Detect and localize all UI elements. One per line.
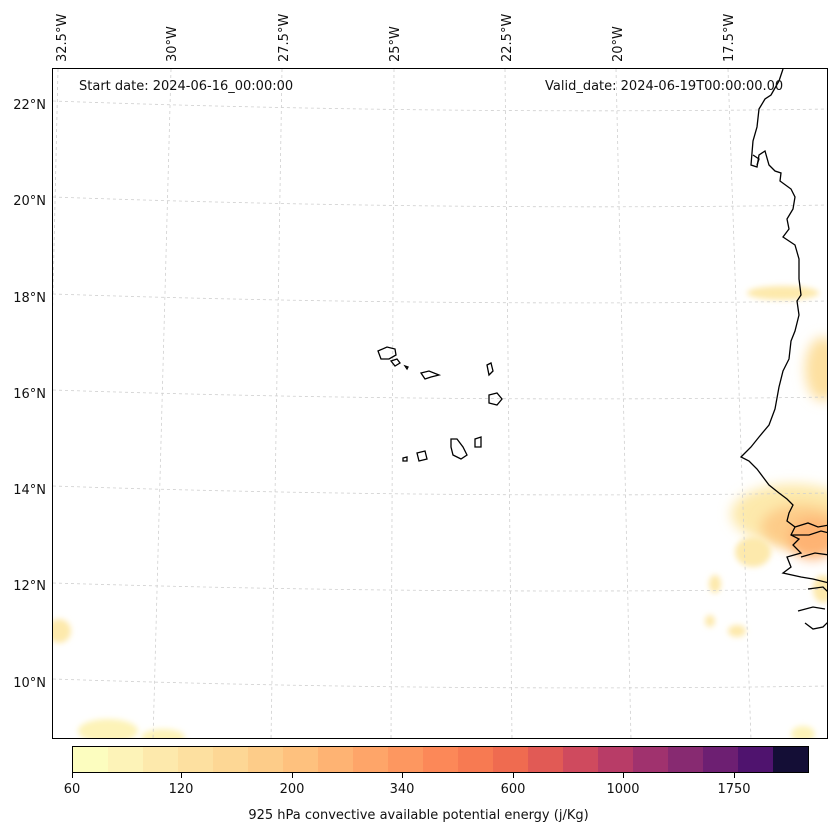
start-date-label: Start date: 2024-06-16_00:00:00 xyxy=(79,79,294,94)
colorbar-tick-mark xyxy=(181,773,182,778)
colorbar-tick-label: 120 xyxy=(168,782,194,797)
lat-label: 10°N xyxy=(13,676,46,691)
gambia-river xyxy=(794,522,827,528)
map-canvas xyxy=(53,69,827,738)
graticule xyxy=(53,69,827,738)
island-maio xyxy=(474,436,482,448)
colorbar-tick-label: 340 xyxy=(389,782,415,797)
island-sao-vicente xyxy=(389,358,401,367)
lon-label: 30°W xyxy=(165,26,180,62)
cape-shading xyxy=(53,286,827,738)
colorbar-swatch xyxy=(528,747,563,772)
colorbar-swatch xyxy=(633,747,668,772)
colorbar-swatch xyxy=(703,747,738,772)
island-brava xyxy=(402,456,408,462)
colorbar-tick-label: 60 xyxy=(63,782,81,797)
colorbar-swatch xyxy=(248,747,283,772)
colorbar-swatch xyxy=(283,747,318,772)
colorbar-swatch xyxy=(773,747,808,772)
colorbar xyxy=(72,746,809,773)
map-panel: Start date: 2024-06-16_00:00:00 Valid_da… xyxy=(52,68,828,739)
colorbar-tick-mark xyxy=(72,773,73,778)
colorbar-swatch xyxy=(668,747,703,772)
colorbar-tick-mark xyxy=(513,773,514,778)
lat-label: 16°N xyxy=(13,387,46,402)
colorbar-swatch xyxy=(493,747,528,772)
colorbar-swatch xyxy=(143,747,178,772)
island-sao-nicolau xyxy=(419,370,442,380)
lon-label: 22.5°W xyxy=(500,13,515,62)
colorbar-tick-mark xyxy=(402,773,403,778)
colorbar-swatch xyxy=(563,747,598,772)
lon-label: 27.5°W xyxy=(277,13,292,62)
island-fogo xyxy=(416,450,428,462)
colorbar-tick-mark xyxy=(734,773,735,778)
lon-label: 17.5°W xyxy=(722,13,737,62)
island-sal xyxy=(486,362,494,377)
colorbar-swatch xyxy=(73,747,108,772)
lat-label: 18°N xyxy=(13,291,46,306)
colorbar-swatch xyxy=(108,747,143,772)
colorbar-swatch xyxy=(178,747,213,772)
island-santiago xyxy=(450,438,468,460)
lat-label: 14°N xyxy=(13,483,46,498)
africa-coastline xyxy=(739,69,827,584)
island-santa-luzia xyxy=(403,364,409,371)
colorbar-swatch xyxy=(388,747,423,772)
colorbar-tick-mark xyxy=(292,773,293,778)
valid-date-label: Valid_date: 2024-06-19T00:00:00.00 xyxy=(545,79,784,94)
colorbar-tick-label: 600 xyxy=(500,782,526,797)
colorbar-tick-mark xyxy=(623,773,624,778)
lat-label: 12°N xyxy=(13,579,46,594)
lon-label: 25°W xyxy=(388,26,403,62)
lon-label: 32.5°W xyxy=(55,13,70,62)
colorbar-swatch xyxy=(353,747,388,772)
colorbar-swatch xyxy=(213,747,248,772)
island-santo-antao xyxy=(377,346,397,360)
island-boa-vista xyxy=(488,392,503,406)
lat-label: 22°N xyxy=(13,98,46,113)
colorbar-tick-label: 200 xyxy=(279,782,305,797)
colorbar-tick-label: 1750 xyxy=(717,782,751,797)
coastlines xyxy=(377,69,827,630)
colorbar-swatch xyxy=(598,747,633,772)
colorbar-title: 925 hPa convective available potential e… xyxy=(248,808,589,823)
colorbar-swatch xyxy=(423,747,458,772)
gambia-south xyxy=(791,530,827,536)
colorbar-swatch xyxy=(318,747,353,772)
lon-label: 20°W xyxy=(611,26,626,62)
colorbar-swatch xyxy=(738,747,773,772)
colorbar-swatch xyxy=(458,747,493,772)
lat-label: 20°N xyxy=(13,194,46,209)
colorbar-tick-label: 1000 xyxy=(606,782,640,797)
